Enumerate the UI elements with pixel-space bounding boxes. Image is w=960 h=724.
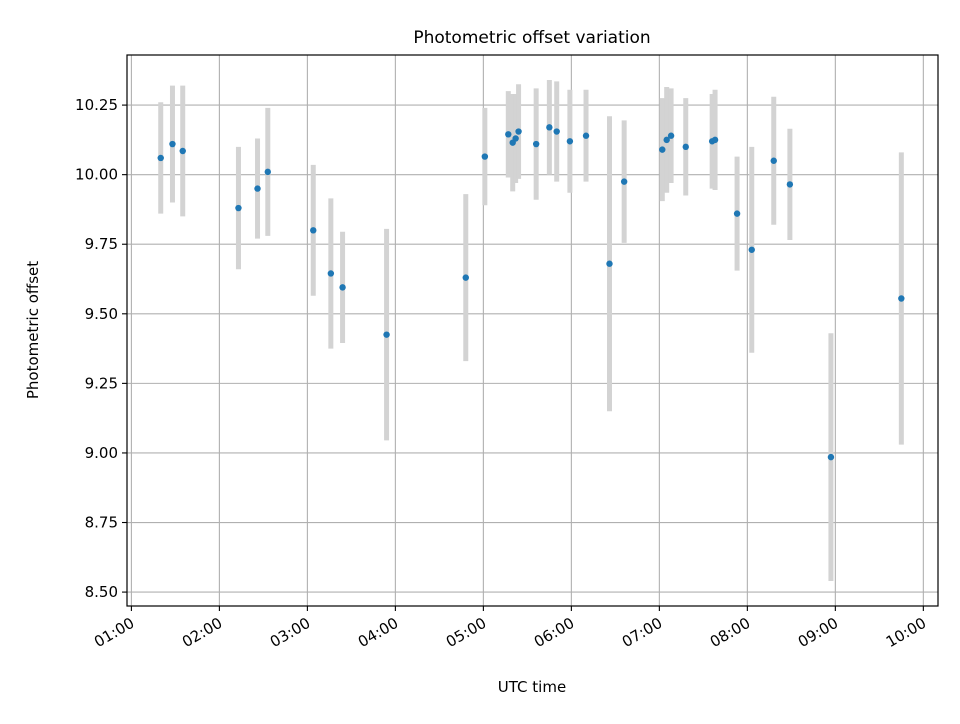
data-point [462, 274, 469, 281]
data-point [711, 136, 719, 144]
data-point [659, 146, 666, 153]
y-axis-ticks: 8.50 8.75 9.00 9.25 9.50 9.75 10.00 10.25 [75, 96, 127, 601]
data-point [667, 132, 675, 139]
data-point [827, 453, 835, 461]
y-tick-label: 9.25 [85, 374, 118, 392]
data-point [157, 154, 164, 162]
data-point [339, 284, 346, 291]
data-point [505, 131, 512, 138]
data-point [770, 157, 777, 164]
data-point [553, 128, 560, 135]
data-point [179, 147, 186, 155]
data-point [512, 135, 519, 142]
y-axis-label: Photometric offset [24, 261, 42, 399]
data-point [235, 204, 242, 212]
data-point [898, 295, 905, 302]
data-point [383, 331, 390, 338]
data-point [748, 246, 755, 253]
data-point [169, 140, 176, 148]
data-points [157, 124, 905, 461]
x-axis-label: UTC time [498, 678, 566, 696]
data-point [310, 227, 317, 234]
data-point [546, 124, 553, 131]
data-point [786, 181, 794, 188]
data-point [264, 168, 271, 176]
data-point [582, 132, 590, 139]
data-point [254, 185, 261, 192]
data-point [566, 138, 574, 145]
data-point [663, 136, 670, 144]
grid-lines [127, 55, 938, 606]
data-point [481, 153, 489, 160]
data-point [606, 260, 613, 267]
y-tick-label: 10.00 [75, 166, 118, 184]
chart-title: Photometric offset variation [413, 28, 650, 48]
y-tick-label: 9.50 [85, 305, 118, 323]
y-tick-label: 9.00 [85, 444, 118, 462]
y-tick-label: 10.25 [75, 96, 118, 114]
data-point [327, 270, 335, 277]
data-point [733, 210, 741, 217]
data-point [515, 128, 522, 135]
data-point [532, 140, 540, 148]
y-tick-label: 8.75 [85, 514, 118, 532]
data-point [620, 178, 628, 185]
y-tick-label: 9.75 [85, 235, 118, 253]
y-tick-label: 8.50 [85, 583, 118, 601]
data-point [682, 143, 689, 151]
plot-area [127, 55, 938, 606]
plot-frame [126, 54, 939, 607]
